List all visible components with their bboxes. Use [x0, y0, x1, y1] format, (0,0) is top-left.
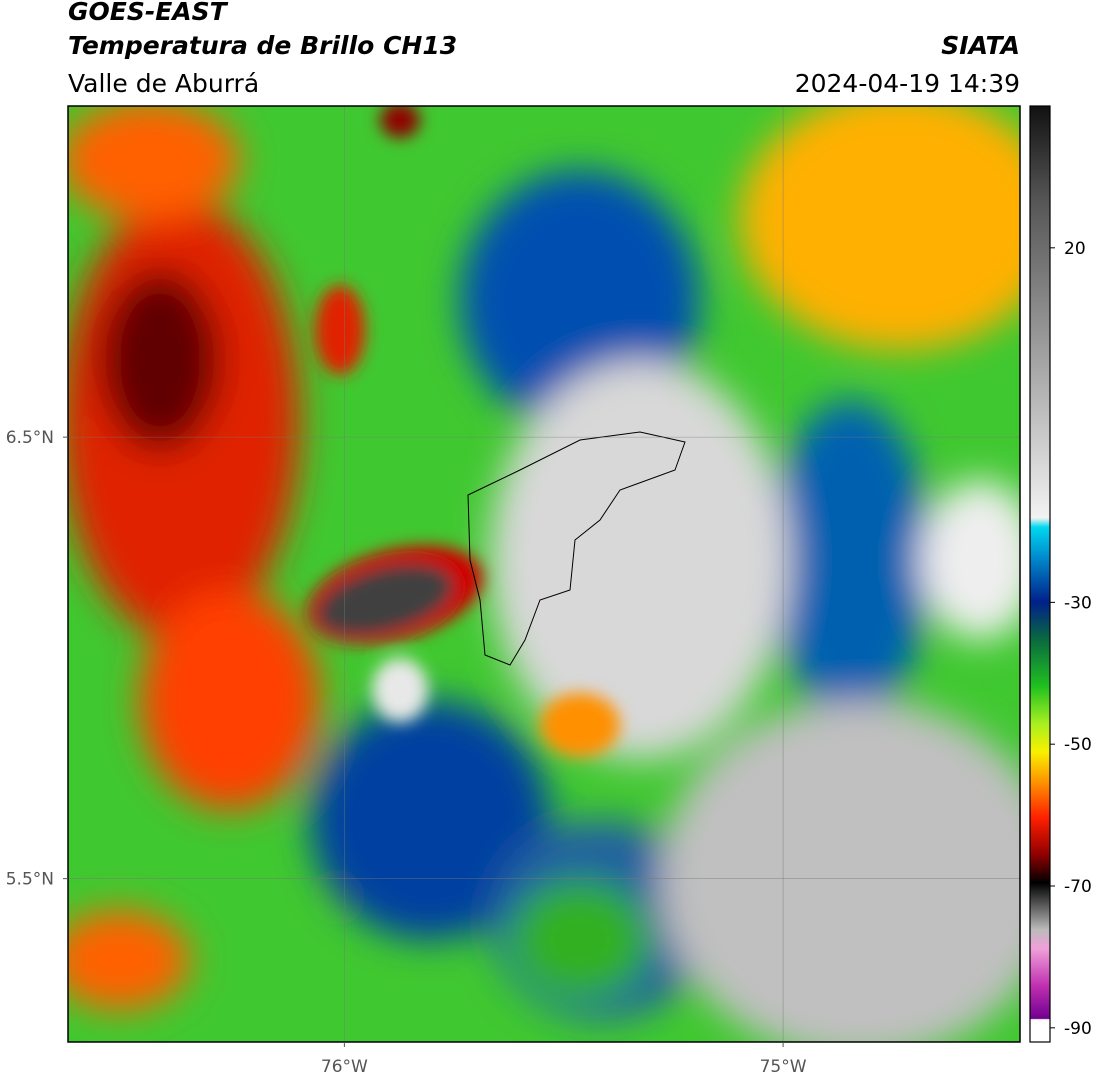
- lon-tick-label: 76°W: [321, 1057, 368, 1077]
- subtitle: Temperatura de Brillo CH13: [68, 31, 457, 60]
- lat-tick-label: 5.5°N: [6, 870, 54, 890]
- satellite-image: [68, 106, 1020, 1042]
- colorbar: [1029, 105, 1051, 1043]
- datetime: 2024-04-19 14:39: [795, 69, 1020, 98]
- colorbar-tick-label: -70: [1064, 877, 1092, 897]
- region: Valle de Aburrá: [68, 69, 259, 98]
- lon-tick-label: 75°W: [760, 1057, 807, 1077]
- colorbar-tick-label: -30: [1064, 593, 1092, 613]
- colorbar-tick-label: -90: [1064, 1019, 1092, 1039]
- title: GOES-EAST: [68, 0, 229, 26]
- colorbar-tick-label: -50: [1064, 735, 1092, 755]
- source: SIATA: [941, 31, 1020, 60]
- colorbar-tick-label: 20: [1064, 239, 1086, 259]
- map-frame: [67, 105, 1021, 1043]
- lat-tick-label: 6.5°N: [6, 428, 54, 448]
